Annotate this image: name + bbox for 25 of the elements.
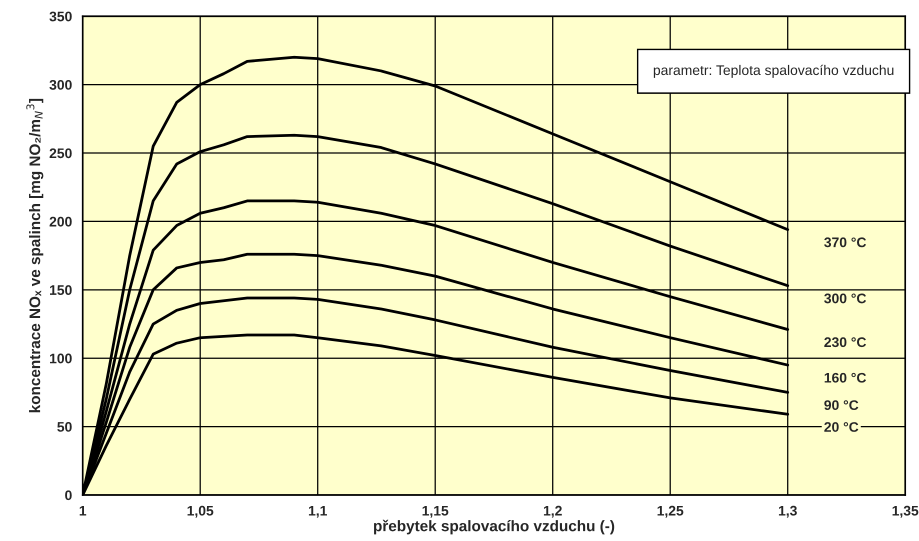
- y-tick-label: 150: [50, 285, 72, 295]
- annotation: parametr: Teplota spalovacího vzduchu: [654, 64, 894, 78]
- y-tick-label: 200: [50, 216, 72, 227]
- text: 230 °C: [824, 337, 866, 348]
- x-tick-label: 1,25: [658, 506, 684, 518]
- x-tick-label: 1,2: [544, 506, 562, 518]
- x-tick-label: 1,15: [422, 506, 448, 518]
- x-axis-title: přebytek spalovacího vzduchu (-): [374, 520, 614, 534]
- x-tick-label: 1,35: [892, 506, 918, 518]
- y-tick-label: 250: [50, 148, 72, 158]
- y-tick-label: 100: [50, 354, 72, 364]
- y-tick-label: 350: [49, 12, 72, 22]
- text: 300 °C: [824, 294, 866, 304]
- y-axis-title: koncentrace NOₓ ve spalinch [mg NO₂/m$_{N}$$^{3}$]: [26, 98, 44, 412]
- x-tick-label: 1,3: [778, 506, 797, 518]
- text: 90 °C: [824, 400, 858, 410]
- text: 370 °C: [824, 237, 866, 248]
- text: 20 °C: [824, 422, 858, 432]
- y-tick-label: 0: [65, 490, 72, 500]
- text: 160 °C: [824, 372, 866, 383]
- x-tick-label: 1: [80, 506, 86, 516]
- y-tick-label: 300: [49, 80, 72, 90]
- y-tick-label: 50: [57, 422, 72, 432]
- x-tick-label: 1,05: [188, 506, 214, 518]
- x-tick-label: 1,1: [308, 506, 327, 518]
